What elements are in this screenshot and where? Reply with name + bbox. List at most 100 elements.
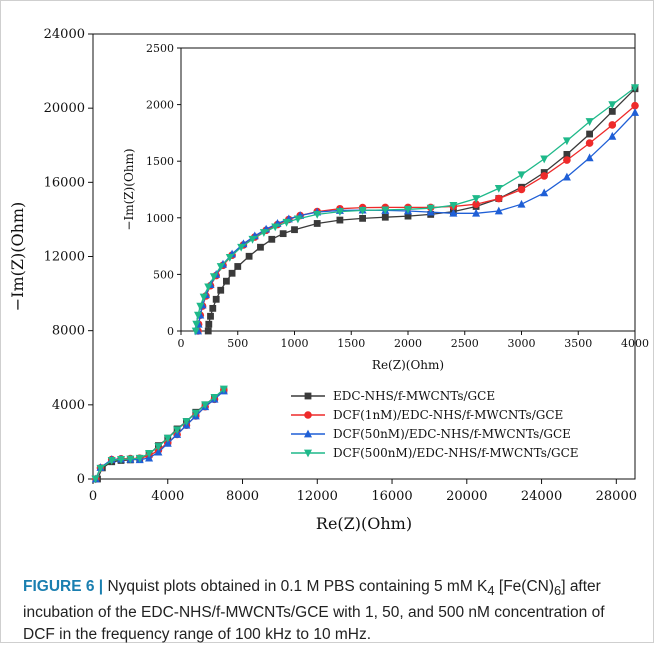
main-data-point <box>135 454 144 463</box>
inset-data-point <box>336 216 344 224</box>
inset-data-point <box>237 243 246 252</box>
inset-data-point <box>472 200 480 209</box>
inset-background <box>181 48 635 331</box>
inset-x-tick-label: 500 <box>227 337 248 350</box>
inset-data-point <box>381 213 389 221</box>
inset-data-point <box>449 201 458 210</box>
inset-data-point <box>426 204 435 213</box>
inset-series-group <box>191 84 639 336</box>
inset-data-point <box>540 188 549 197</box>
main-series-dcf-1nm-edc-nhs-f-mwcnts-gce <box>92 386 228 483</box>
caption-sub-2: 6 <box>554 583 562 599</box>
inset-data-point <box>225 254 234 262</box>
inset-data-point <box>540 155 549 164</box>
inset-data-point <box>563 156 571 164</box>
inset-data-point <box>585 153 594 162</box>
inset-y-tick-label: 0 <box>167 325 174 338</box>
main-data-point <box>117 455 126 464</box>
inset-data-point <box>631 108 639 116</box>
main-data-point <box>182 418 191 426</box>
inset-data-point <box>248 235 257 244</box>
inset-data-point <box>608 131 617 140</box>
main-data-point <box>107 457 116 465</box>
inset-x-tick-label: 1500 <box>337 337 365 350</box>
inset-data-point <box>271 223 280 232</box>
main-series-dcf-500nm-edc-nhs-f-mwcnts-gce <box>91 385 228 484</box>
inset-data-point <box>209 304 217 312</box>
main-data-point <box>191 409 200 418</box>
inset-x-tick-label: 2000 <box>394 337 422 350</box>
main-data-point <box>219 385 228 394</box>
inset-data-point <box>313 220 321 227</box>
legend-item-dcf-1nm-edc-nhs-f-mwcnts-gce: DCF(1nM)/EDC-NHS/f-MWCNTs/GCE <box>291 408 563 422</box>
inset-data-point <box>209 273 218 282</box>
inset-y-tick-label: 1000 <box>146 212 174 225</box>
main-data-point <box>173 426 182 435</box>
legend-label: EDC-NHS/f-MWCNTs/GCE <box>333 389 495 403</box>
inset-data-point <box>494 184 503 193</box>
main-x-tick-label: 24000 <box>521 489 562 504</box>
main-data-point <box>91 475 100 484</box>
legend-marker <box>304 392 312 400</box>
inset-data-point <box>585 139 594 147</box>
inset-data-point <box>608 107 616 115</box>
main-series-edc-nhs-f-mwcnts-gce <box>94 386 228 483</box>
inset-data-point <box>216 263 225 271</box>
main-data-point <box>201 401 210 410</box>
legend-label: DCF(500nM)/EDC-NHS/f-MWCNTs/GCE <box>333 446 579 460</box>
inset-data-point <box>562 172 571 181</box>
inset-data-point <box>358 207 367 215</box>
inset-data-point <box>192 320 201 329</box>
legend-item-dcf-50nm-edc-nhs-f-mwcnts-gce: DCF(50nM)/EDC-NHS/f-MWCNTs/GCE <box>291 427 571 441</box>
legend: EDC-NHS/f-MWCNTs/GCE DCF(1nM)/EDC-NHS/f-M… <box>291 389 579 460</box>
inset-data-point <box>205 320 213 328</box>
inset-data-point <box>517 171 526 180</box>
caption-label: FIGURE 6 | <box>23 578 104 595</box>
legend-item-dcf-500nm-edc-nhs-f-mwcnts-gce: DCF(500nM)/EDC-NHS/f-MWCNTs/GCE <box>291 446 579 460</box>
legend-marker <box>304 429 312 438</box>
main-series-dcf-50nm-edc-nhs-f-mwcnts-gce <box>91 386 228 483</box>
inset-data-point <box>631 84 639 93</box>
inset-data-point <box>199 293 208 302</box>
inset-x-tick-label: 3000 <box>508 337 536 350</box>
inset-data-point <box>517 199 526 208</box>
inset-data-point <box>217 286 225 294</box>
inset-data-point <box>404 205 412 214</box>
caption-text-1: Nyquist plots obtained in 0.1 M PBS cont… <box>103 578 488 595</box>
inset-x-axis-title: Re(Z)(Ohm) <box>372 358 444 372</box>
inset-data-point <box>404 212 412 220</box>
inset-data-point <box>472 195 481 203</box>
main-y-axis-title: −Im(Z)(Ohm) <box>8 202 27 312</box>
legend-marker <box>304 411 312 419</box>
main-data-point <box>126 455 135 464</box>
inset-data-point <box>223 277 230 285</box>
caption-text-3: ] after incubation of the EDC-NHS/f-MWCN… <box>23 578 605 644</box>
inset-y-tick-label: 2500 <box>146 42 174 55</box>
main-data-point <box>145 450 154 458</box>
legend-label: DCF(1nM)/EDC-NHS/f-MWCNTs/GCE <box>333 408 563 422</box>
main-x-axis-title: Re(Z)(Ohm) <box>316 514 412 533</box>
inset-data-point <box>245 252 253 260</box>
main-series-group <box>91 385 228 484</box>
caption-sub-1: 4 <box>487 583 495 599</box>
inset-data-point <box>234 263 242 270</box>
inset-data-point <box>563 151 571 158</box>
inset-data-point <box>207 312 214 320</box>
main-x-tick-label: 16000 <box>371 489 412 504</box>
main-y-tick-label: 0 <box>77 472 85 487</box>
inset-data-point <box>540 172 548 180</box>
main-x-tick-label: 20000 <box>446 489 487 504</box>
inset-data-point <box>359 214 366 222</box>
inset-data-point <box>228 269 236 277</box>
main-data-point <box>163 434 172 443</box>
main-x-tick-label: 12000 <box>297 489 338 504</box>
inset-data-point <box>204 283 213 292</box>
main-x-tick-label: 4000 <box>151 489 184 504</box>
inset-data-point <box>517 185 526 194</box>
inset-data-point <box>204 327 212 335</box>
main-y-tick-label: 8000 <box>52 324 85 339</box>
inset-data-point <box>282 218 291 227</box>
main-x-tick-label: 28000 <box>596 489 637 504</box>
inset-x-tick-label: 4000 <box>621 337 649 350</box>
